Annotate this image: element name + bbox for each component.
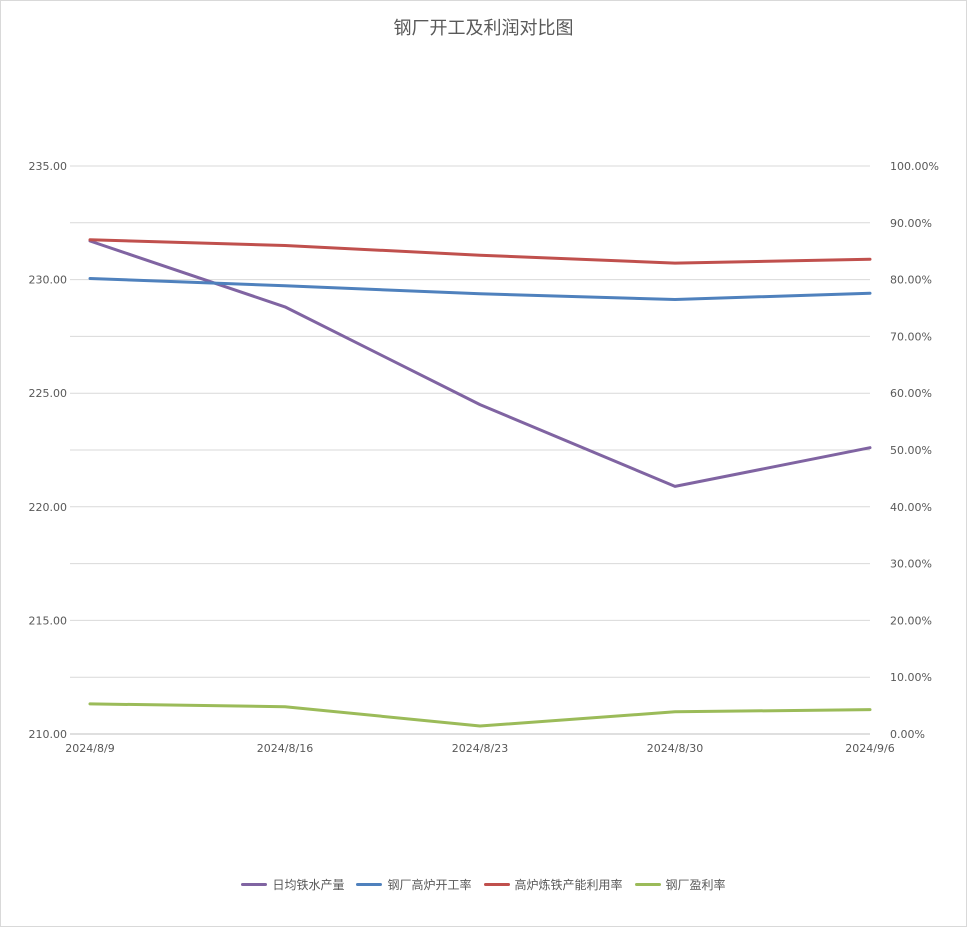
x-axis-tick-label: 2024/8/23 (452, 742, 508, 755)
left-axis-tick-label: 225.00 (29, 387, 68, 400)
legend-label: 日均铁水产量 (272, 878, 345, 892)
legend-item: 钢厂盈利率 (634, 876, 726, 893)
series-line (88, 238, 872, 265)
x-axis-tick-label: 2024/9/6 (845, 742, 894, 755)
right-axis-tick-label: 90.00% (890, 217, 932, 230)
legend-swatch (634, 883, 661, 886)
legend-item: 高炉炼铁产能利用率 (483, 876, 623, 893)
series-line (88, 277, 872, 301)
series-line (88, 239, 872, 488)
legend-swatch (356, 883, 383, 886)
legend-swatch (483, 883, 510, 886)
legend-item: 钢厂高炉开工率 (356, 876, 472, 893)
legend-label: 高炉炼铁产能利用率 (514, 878, 623, 892)
left-axis-tick-label: 215.00 (29, 614, 68, 627)
right-axis-tick-label: 70.00% (890, 330, 932, 343)
right-axis-tick-label: 60.00% (890, 387, 932, 400)
left-axis-tick-label: 210.00 (29, 728, 68, 741)
legend-label: 钢厂盈利率 (665, 878, 726, 892)
x-axis-tick-label: 2024/8/9 (65, 742, 114, 755)
right-axis-tick-label: 10.00% (890, 671, 932, 684)
right-axis-tick-label: 40.00% (890, 501, 932, 514)
right-axis-tick-label: 80.00% (890, 274, 932, 287)
right-axis-tick-label: 50.00% (890, 444, 932, 457)
right-axis-tick-label: 100.00% (890, 160, 939, 173)
left-axis-tick-label: 230.00 (29, 274, 68, 287)
legend-label: 钢厂高炉开工率 (387, 878, 472, 892)
x-axis-tick-label: 2024/8/30 (647, 742, 703, 755)
left-axis-tick-label: 235.00 (29, 160, 68, 173)
right-axis-tick-label: 30.00% (890, 558, 932, 571)
series-line (88, 702, 872, 728)
chart-legend: 日均铁水产量 钢厂高炉开工率 高炉炼铁产能利用率 钢厂盈利率 (0, 876, 967, 893)
legend-swatch (241, 883, 268, 886)
legend-item: 日均铁水产量 (241, 876, 344, 893)
x-axis-tick-label: 2024/8/16 (257, 742, 313, 755)
left-axis-tick-label: 220.00 (29, 501, 68, 514)
right-axis-tick-label: 0.00% (890, 728, 925, 741)
chart-title: 钢厂开工及利润对比图 (393, 18, 574, 39)
right-axis-tick-label: 20.00% (890, 614, 932, 627)
